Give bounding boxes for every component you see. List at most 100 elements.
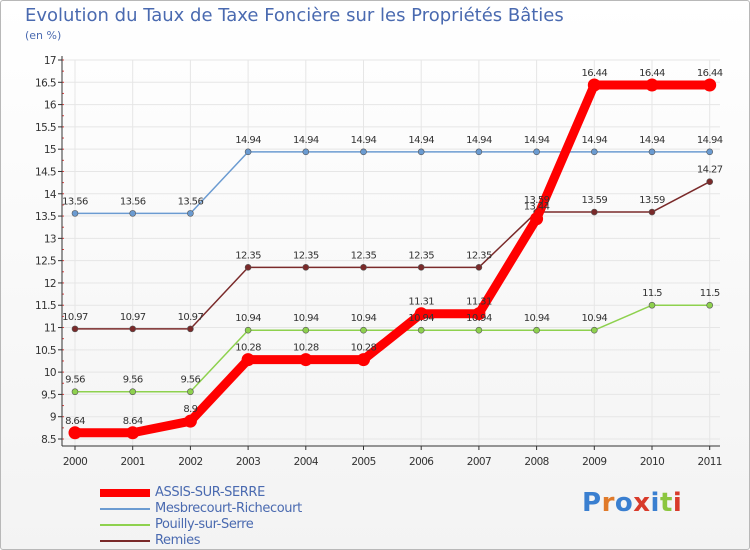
x-tick-label: 2006 [409,456,434,468]
data-label-1: 14.94 [581,135,607,146]
chart-unit-label: (en %) [25,29,62,42]
y-tick-label: 10 [44,367,56,379]
x-tick-label: 2000 [63,456,87,468]
series-point-3 [590,208,598,216]
data-label-0: 8.9 [183,404,197,415]
data-label-2: 10.94 [293,313,319,324]
series-point-3 [244,264,252,271]
logo-letter: r [601,488,615,518]
data-label-1: 14.94 [524,135,550,146]
data-label-3: 13.59 [581,195,607,206]
legend-swatch [100,508,150,510]
series-line-0 [75,80,710,438]
series-point-1 [475,148,483,156]
legend-label: Pouilly-sur-Serre [155,517,254,532]
series-point-2 [187,388,194,396]
series-point-2 [417,326,425,334]
data-label-3: 10.97 [62,312,88,323]
data-label-3: 12.35 [408,250,434,261]
series-point-3 [302,264,310,271]
series-point-1 [417,148,425,156]
series-point-0 [414,307,428,321]
logo-letter: P [582,488,602,518]
x-tick-label: 2008 [524,456,548,468]
series-point-3 [187,325,194,333]
data-label-2: 9.56 [180,375,200,386]
data-label-0: 10.28 [351,343,377,354]
legend-swatch [100,540,150,542]
y-tick-label: 14.5 [35,166,56,178]
series-point-1 [71,210,79,217]
series-point-0 [472,307,486,321]
series-point-0 [530,212,544,226]
y-tick-label: 13 [44,233,56,245]
y-tick-label: 13.5 [35,211,56,223]
logo-letter: o [614,488,634,518]
data-label-0: 11.31 [408,297,434,308]
data-label-1: 14.94 [351,135,377,146]
logo-letter: t [659,488,673,518]
series-point-1 [360,148,367,156]
series-point-0 [587,78,601,92]
y-tick-label: 11 [44,323,56,335]
data-label-2: 10.94 [235,313,261,324]
chart-title: Evolution du Taux de Taxe Foncière sur l… [25,5,564,26]
x-tick-label: 2011 [698,456,722,468]
series-point-1 [590,148,598,156]
x-tick-label: 2007 [467,456,491,468]
series-point-3 [648,208,656,216]
data-label-3: 14.27 [697,165,723,176]
x-tick-label: 2010 [640,456,664,468]
series-point-3 [706,178,714,186]
line-chart: 8.5 9 9.5 10 10.5 11 11.5 12 12.5 13 13.5 14 14.5 15 1… [35,55,723,468]
data-label-2: 11.5 [642,288,662,299]
data-label-0: 16.44 [697,68,723,79]
series-point-3 [417,264,425,271]
data-label-2: 10.94 [466,313,492,324]
series-point-2 [475,326,483,334]
y-tick-label: 15.5 [35,122,56,134]
data-label-2: 10.94 [581,313,607,324]
series-point-2 [648,301,656,309]
data-label-1: 14.94 [697,135,723,146]
y-tick-label: 14 [44,189,57,201]
series-point-1 [706,148,714,156]
legend-swatch [100,489,150,497]
data-label-1: 13.56 [120,196,146,207]
x-tick-label: 2001 [121,456,145,468]
y-tick-label: 16 [44,100,57,112]
y-tick-label: 9.5 [41,389,56,401]
logo-letter: x [633,488,651,518]
series-point-1 [302,148,310,156]
data-label-3: 10.97 [120,312,146,323]
series-line-3 [75,181,711,330]
y-tick-label: 17 [44,55,56,67]
series-point-0 [68,426,82,440]
series-point-0 [357,353,370,367]
data-label-0: 10.28 [235,343,261,354]
x-tick-label: 2002 [178,456,202,468]
series-point-2 [244,326,252,334]
data-label-3: 12.35 [351,250,377,261]
data-label-3: 12.35 [293,250,319,261]
data-label-2: 10.94 [524,313,550,324]
data-label-2: 10.94 [408,313,434,324]
y-tick-label: 9 [50,412,56,424]
y-tick-label: 15 [44,144,56,156]
x-tick-label: 2003 [236,456,260,468]
series-point-1 [187,210,194,217]
series-point-0 [703,78,717,92]
legend-label: Mesbrecourt-Richecourt [155,501,302,516]
data-label-3: 13.59 [524,195,550,206]
x-tick-label: 2009 [582,456,606,468]
legend-label: Remies [155,533,201,548]
data-label-1: 14.94 [466,135,492,146]
data-label-0: 11.31 [466,297,492,308]
data-label-3: 13.59 [639,195,665,206]
data-label-2: 10.94 [351,313,377,324]
series-point-0 [183,414,197,428]
series-point-3 [129,325,136,333]
series-point-0 [645,78,659,92]
series-point-3 [71,325,79,333]
